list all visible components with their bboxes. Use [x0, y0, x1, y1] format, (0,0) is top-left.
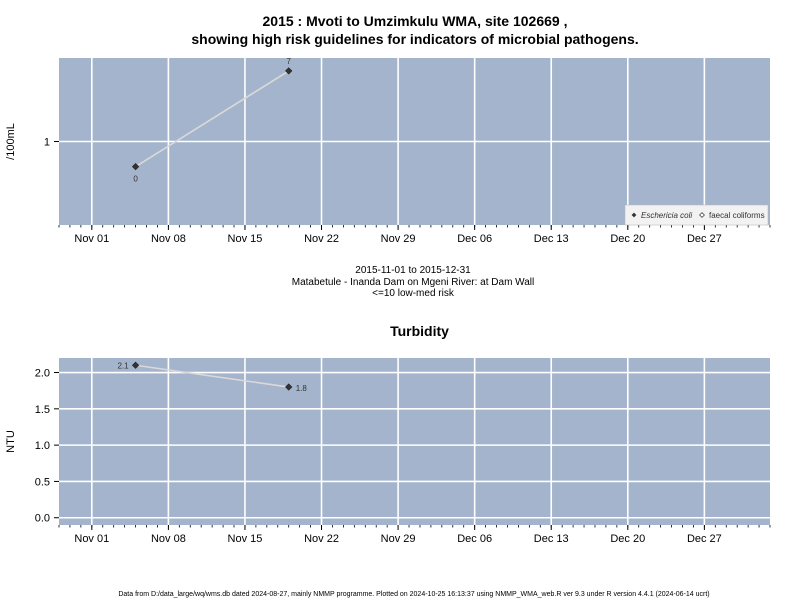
legend-label-faecal: faecal coliforms [709, 211, 765, 220]
date-range-label: 2015-11-01 to 2015-12-31 [355, 265, 471, 276]
turbidity-chart: Turbidity Nov 01 Nov 08 Nov 15 Nov 22 Nov 29 D… [5, 323, 771, 545]
y-axis-label: NTU [5, 430, 17, 453]
y-axis-label: /100mL [5, 123, 17, 160]
x-tick-label: Nov 01 [74, 233, 109, 245]
data-point [285, 67, 293, 75]
series-line [135, 364, 289, 388]
x-tick-label: Nov 22 [304, 533, 339, 545]
y-tick-label: 1 [44, 137, 50, 149]
x-tick-label: Nov 29 [381, 533, 416, 545]
x-tick-label: Dec 20 [610, 533, 645, 545]
x-tick-label: Dec 27 [687, 233, 722, 245]
x-tick-label: Dec 13 [534, 533, 569, 545]
x-tick-label: Dec 06 [457, 533, 492, 545]
data-label: 1.8 [296, 384, 308, 393]
x-tick-label: Nov 08 [151, 233, 186, 245]
x-tick-label: Dec 27 [687, 533, 722, 545]
data-point [131, 163, 140, 171]
legend-box [624, 204, 769, 226]
series-line [135, 70, 290, 168]
x-tick-label: Nov 15 [228, 533, 263, 545]
legend-marker-faecal [699, 212, 705, 218]
risk-note-label: <=10 low-med risk [372, 288, 455, 299]
x-tick-label: Nov 08 [151, 533, 186, 545]
x-tick-label: Dec 06 [457, 233, 492, 245]
x-tick-label: Dec 20 [610, 233, 645, 245]
site-name-label: Matabetule - Inanda Dam on Mgeni River: … [292, 277, 535, 288]
data-label: 0 [133, 175, 138, 184]
x-tick-label: Dec 13 [534, 233, 569, 245]
data-point [131, 361, 140, 369]
x-tick-label: Nov 01 [74, 533, 109, 545]
plot-panel [59, 358, 770, 525]
legend-marker-ecoli [631, 212, 637, 218]
x-tick-label: Nov 22 [304, 233, 339, 245]
data-label: 2.1 [117, 361, 129, 370]
data-point [285, 383, 293, 391]
y-tick-label: 0.0 [35, 513, 50, 525]
footer-note: Data from D:/data_large/wq/wms.db dated … [118, 591, 709, 598]
main-title-line2: showing high risk guidelines for indicat… [191, 31, 638, 47]
y-tick-label: 1.5 [35, 404, 50, 416]
data-label: 7 [286, 57, 291, 66]
y-tick-label: 1.0 [35, 440, 50, 452]
x-tick-label: Nov 15 [228, 233, 263, 245]
chart-title: Turbidity [390, 323, 449, 339]
y-tick-label: 0.5 [35, 476, 50, 488]
ecoli-chart: Nov 01 Nov 08 Nov 15 Nov 22 Nov 29 Dec 06 Dec … [5, 57, 771, 245]
y-tick-label: 2.0 [35, 368, 50, 380]
x-tick-label: Nov 29 [381, 233, 416, 245]
legend-label-ecoli: Eschericia coli [641, 211, 692, 220]
main-title-line1: 2015 : Mvoti to Umzimkulu WMA, site 1026… [263, 13, 568, 29]
